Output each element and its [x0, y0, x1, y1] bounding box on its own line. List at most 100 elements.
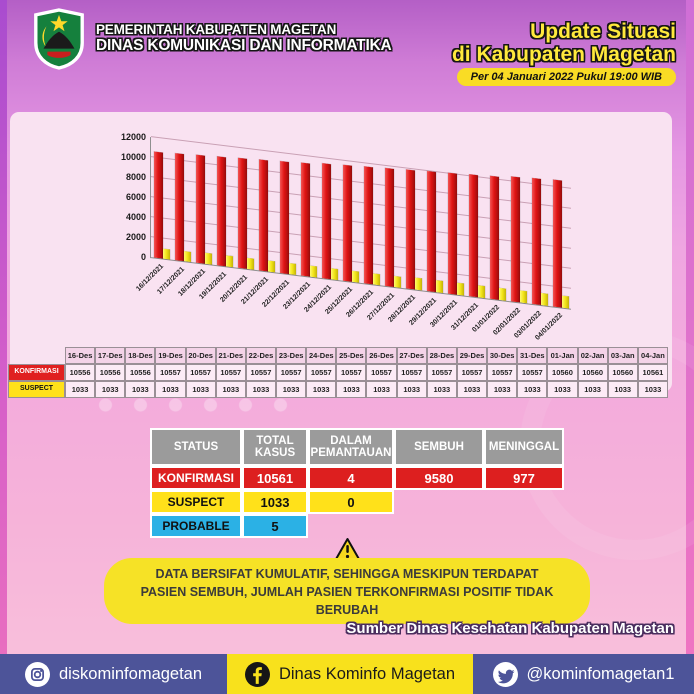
chart-bar-konfirmasi — [427, 170, 436, 293]
chart-bar-suspect — [457, 282, 464, 296]
chart-bar-suspect — [541, 292, 548, 306]
date-table-cell: 10557 — [155, 364, 186, 381]
date-table-header: 25-Des — [336, 347, 367, 364]
right-border-strip — [686, 0, 694, 655]
chart-bar-suspect — [205, 253, 212, 265]
chart-bar-konfirmasi — [469, 173, 478, 298]
twitter-link[interactable]: @kominfomagetan1 — [473, 654, 694, 694]
org-line2: DINAS KOMUNIKASI DAN INFORMATIKA — [96, 37, 392, 55]
chart-bar-konfirmasi — [406, 169, 415, 290]
summary-empty-cell — [484, 514, 564, 534]
y-axis-tick-label: 6000 — [125, 192, 146, 202]
twitter-handle: @kominfomagetan1 — [526, 664, 675, 683]
date-table-cell: 1033 — [366, 381, 397, 398]
date-table-cell: 10557 — [426, 364, 457, 381]
warning-banner: DATA BERSIFAT KUMULATIF, SEHINGGA MESKIP… — [104, 558, 590, 624]
date-table-header: 26-Des — [366, 347, 397, 364]
date-table-cell: 1033 — [125, 381, 156, 398]
summary-header-cell: MENINGGAL — [484, 428, 564, 466]
date-table-cell: 1033 — [487, 381, 518, 398]
chart-bar-konfirmasi — [385, 167, 394, 287]
chart-bar-suspect — [352, 270, 359, 283]
summary-empty-cell — [394, 514, 484, 534]
watermark-dots — [88, 397, 298, 413]
summary-row-label: KONFIRMASI — [150, 466, 242, 490]
summary-value-cell: 977 — [484, 466, 564, 490]
date-table-cell: 10557 — [487, 364, 518, 381]
summary-value-cell: 10561 — [242, 466, 308, 490]
y-axis-tick-label: 10000 — [120, 152, 146, 162]
date-table-header: 19-Des — [155, 347, 186, 364]
left-border-strip — [0, 0, 7, 655]
facebook-handle: Dinas Kominfo Magetan — [278, 664, 456, 683]
facebook-link[interactable]: Dinas Kominfo Magetan — [227, 654, 473, 694]
chart-bar-konfirmasi — [364, 166, 373, 285]
date-table-header: 22-Des — [245, 347, 277, 364]
date-table-header: 20-Des — [185, 347, 216, 364]
date-table-cell: 1033 — [456, 381, 488, 398]
date-table-header: 03-Jan — [607, 347, 638, 364]
y-axis-tick-label: 4000 — [125, 212, 146, 222]
date-table-cell: 1033 — [95, 381, 126, 398]
chart-bar-konfirmasi — [217, 156, 226, 267]
chart-bar-suspect — [163, 248, 170, 260]
date-table-row-label: SUSPECT — [8, 381, 65, 398]
date-table-cell: 1033 — [215, 381, 246, 398]
chart-panel: 0 2000 4000 6000 8000 10000 12000 16/12/2021 17/… — [10, 112, 672, 392]
instagram-link[interactable]: diskominfomagetan — [0, 654, 227, 694]
date-table-cell: 10556 — [125, 364, 156, 381]
chart-bar-suspect — [373, 272, 380, 286]
date-table-cell: 1033 — [306, 381, 337, 398]
chart-bar-konfirmasi — [175, 153, 184, 262]
chart-bar-suspect — [226, 255, 233, 268]
chart-bar-suspect — [268, 260, 275, 273]
date-table-cell: 10560 — [577, 364, 608, 381]
chart-bar-suspect — [499, 287, 506, 301]
date-table-cell: 10557 — [456, 364, 488, 381]
date-table-cell: 1033 — [336, 381, 367, 398]
date-table-cell: 1033 — [245, 381, 277, 398]
instagram-handle: diskominfomagetan — [58, 664, 203, 683]
date-table-cell: 10561 — [637, 364, 668, 381]
summary-empty-cell — [308, 514, 394, 534]
page-title: Update Situasi di Kabupaten Magetan — [452, 20, 676, 66]
instagram-icon — [24, 661, 50, 687]
summary-value-cell: 9580 — [394, 466, 484, 490]
summary-header-cell: STATUS — [150, 428, 242, 466]
date-table-cell: 10556 — [95, 364, 126, 381]
social-media-footer: diskominfomagetan Dinas Kominfo Magetan … — [0, 654, 694, 694]
date-table-cell: 1033 — [65, 381, 96, 398]
chart-bar-konfirmasi — [301, 162, 310, 277]
chart-bar-konfirmasi — [490, 175, 499, 300]
chart-bar-suspect — [415, 277, 422, 291]
warning-text: DATA BERSIFAT KUMULATIF, SEHINGGA MESKIP… — [140, 567, 554, 617]
date-table-cell: 1033 — [396, 381, 427, 398]
date-table-cell: 1033 — [607, 381, 638, 398]
chart-bar-suspect — [562, 295, 569, 309]
date-table-corner — [8, 347, 65, 364]
summary-value-cell: 4 — [308, 466, 394, 490]
chart-bar-konfirmasi — [553, 179, 562, 308]
summary-empty-cell — [484, 490, 564, 510]
date-table-header: 04-Jan — [637, 347, 668, 364]
date-table-cell: 10557 — [396, 364, 427, 381]
date-table-header: 28-Des — [426, 347, 457, 364]
date-table-header: 27-Des — [396, 347, 427, 364]
chart-bar-konfirmasi — [259, 159, 268, 272]
date-table-header: 30-Des — [487, 347, 518, 364]
summary-value-cell: 5 — [242, 514, 308, 538]
magetan-regency-crest-logo — [34, 8, 84, 70]
gridline — [151, 156, 571, 209]
chart-bar-konfirmasi — [448, 172, 457, 295]
chart-bar-suspect — [331, 268, 338, 281]
date-table-header: 02-Jan — [577, 347, 608, 364]
gridline — [151, 136, 571, 189]
date-table-header: 17-Des — [95, 347, 126, 364]
date-table-header: 21-Des — [215, 347, 246, 364]
date-table-cell: 10557 — [276, 364, 307, 381]
status-summary-table: STATUS TOTAL KASUS DALAM PEMANTAUAN SEMBUH M… — [150, 428, 564, 538]
title-line2: di Kabupaten Magetan — [451, 43, 676, 67]
date-table-header: 16-Des — [65, 347, 96, 364]
chart-bar-konfirmasi — [196, 154, 205, 264]
date-table-cell: 1033 — [426, 381, 457, 398]
